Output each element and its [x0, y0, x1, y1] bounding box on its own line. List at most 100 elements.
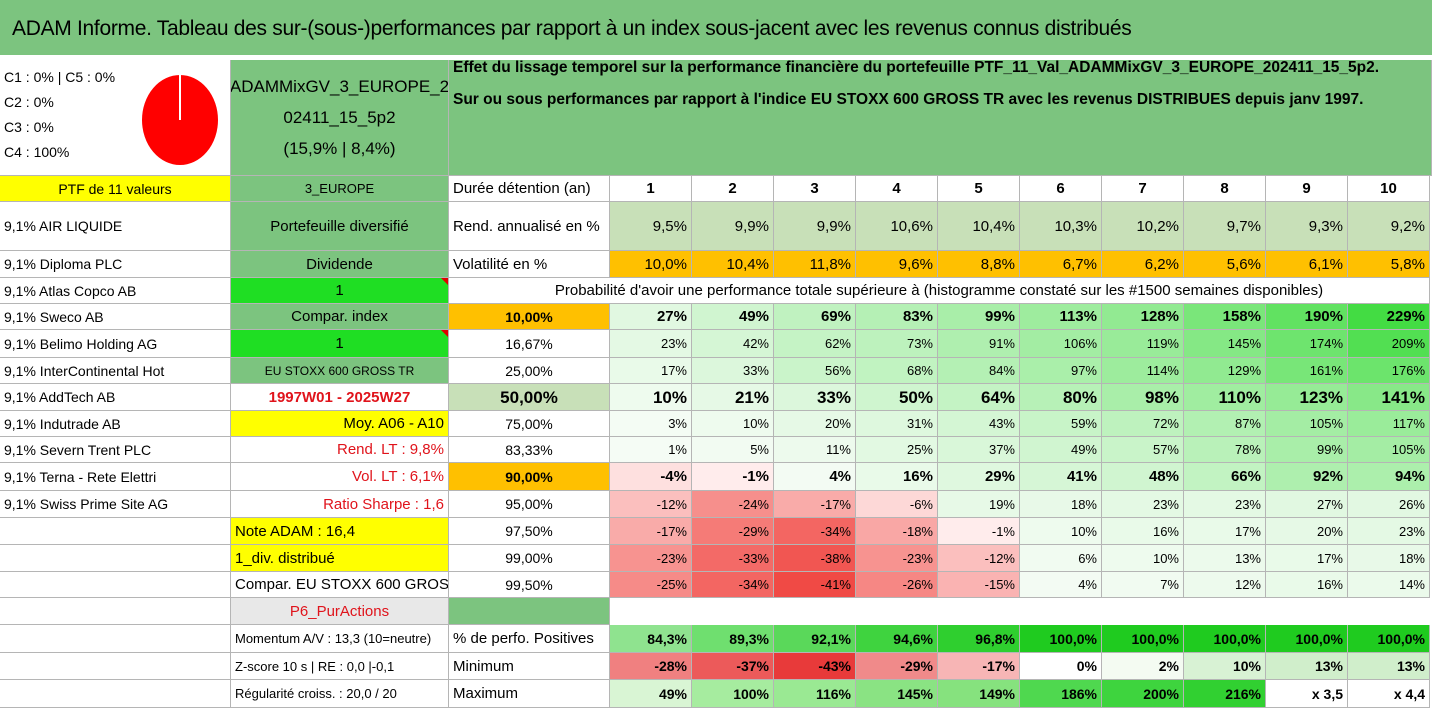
probability-value[interactable]: 117% [1348, 411, 1430, 437]
prob-header[interactable]: Probabilité d'avoir une performance tota… [449, 278, 1430, 304]
holding-row[interactable]: 9,1% Severn Trent PLC [0, 437, 231, 463]
probability-value[interactable]: -17% [610, 518, 692, 545]
stat-value[interactable]: 49% [610, 680, 692, 708]
stat-value[interactable]: 2% [1102, 653, 1184, 680]
probability-level[interactable]: 50,00% [449, 384, 610, 411]
mid-column-cell[interactable]: Moy. A06 - A10 [231, 411, 449, 437]
stat-value[interactable]: -29% [856, 653, 938, 680]
stat-value[interactable]: x 4,4 [1348, 680, 1430, 708]
mid-column-cell[interactable]: Vol. LT : 6,1% [231, 463, 449, 491]
mid-column-cell[interactable]: Note ADAM : 16,4 [231, 518, 449, 545]
holding-row[interactable]: 9,1% Diploma PLC [0, 251, 231, 278]
mid-column-cell[interactable]: Portefeuille diversifié [231, 202, 449, 251]
vol-value[interactable]: 5,8% [1348, 251, 1430, 278]
mid-column-cell[interactable]: Rend. LT : 9,8% [231, 437, 449, 463]
probability-value[interactable]: 123% [1266, 384, 1348, 411]
probability-value[interactable]: 68% [856, 358, 938, 384]
stat-label[interactable]: Maximum [449, 680, 610, 708]
return-value[interactable]: 9,2% [1348, 202, 1430, 251]
probability-value[interactable]: 18% [1020, 491, 1102, 518]
stat-value[interactable]: 100,0% [1348, 625, 1430, 653]
stat-value[interactable]: 96,8% [938, 625, 1020, 653]
probability-value[interactable]: 78% [1184, 437, 1266, 463]
probability-value[interactable]: 20% [774, 411, 856, 437]
probability-value[interactable]: -25% [610, 572, 692, 598]
probability-value[interactable]: -6% [856, 491, 938, 518]
probability-value[interactable]: 3% [610, 411, 692, 437]
probability-value[interactable]: 12% [1184, 572, 1266, 598]
probability-value[interactable]: 87% [1184, 411, 1266, 437]
probability-value[interactable]: 114% [1102, 358, 1184, 384]
holding-row[interactable]: 9,1% Swiss Prime Site AG [0, 491, 231, 518]
probability-level[interactable]: 97,50% [449, 518, 610, 545]
probability-value[interactable]: 1% [610, 437, 692, 463]
probability-value[interactable]: 73% [856, 330, 938, 358]
description-box[interactable]: Effet du lissage temporel sur la perform… [449, 60, 1432, 176]
probability-value[interactable]: -17% [774, 491, 856, 518]
stat-value[interactable]: x 3,5 [1266, 680, 1348, 708]
vol-value[interactable]: 5,6% [1184, 251, 1266, 278]
probability-value[interactable]: 27% [610, 304, 692, 330]
probability-value[interactable]: 33% [774, 384, 856, 411]
probability-value[interactable]: -4% [610, 463, 692, 491]
stat-value[interactable]: 100,0% [1102, 625, 1184, 653]
holding-row[interactable]: 9,1% InterContinental Hot [0, 358, 231, 384]
vol-value[interactable]: 10,0% [610, 251, 692, 278]
probability-value[interactable]: 56% [774, 358, 856, 384]
stat-value[interactable]: -17% [938, 653, 1020, 680]
probability-value[interactable]: 23% [1184, 491, 1266, 518]
vol-value[interactable]: 11,8% [774, 251, 856, 278]
stat-value[interactable]: 100,0% [1020, 625, 1102, 653]
probability-value[interactable]: 16% [1102, 518, 1184, 545]
stat-value[interactable]: 89,3% [692, 625, 774, 653]
stat-value[interactable]: 94,6% [856, 625, 938, 653]
empty-cell[interactable] [0, 653, 231, 680]
holding-row[interactable]: 9,1% Sweco AB [0, 304, 231, 330]
probability-value[interactable]: -12% [938, 545, 1020, 572]
probability-level[interactable]: 83,33% [449, 437, 610, 463]
probability-value[interactable]: 80% [1020, 384, 1102, 411]
mid-column-cell[interactable]: 1_div. distribué [231, 545, 449, 572]
return-value[interactable]: 10,2% [1102, 202, 1184, 251]
stat-value[interactable]: 92,1% [774, 625, 856, 653]
vol-value[interactable]: 9,6% [856, 251, 938, 278]
stat-label[interactable]: % de perfo. Positives [449, 625, 610, 653]
probability-value[interactable]: 43% [938, 411, 1020, 437]
probability-level[interactable]: 95,00% [449, 491, 610, 518]
probability-value[interactable]: 69% [774, 304, 856, 330]
probability-value[interactable]: 62% [774, 330, 856, 358]
probability-value[interactable]: 5% [692, 437, 774, 463]
probability-value[interactable]: 174% [1266, 330, 1348, 358]
mid-column-cell[interactable]: 1 [231, 330, 449, 358]
probability-value[interactable]: 4% [1020, 572, 1102, 598]
probability-value[interactable]: 50% [856, 384, 938, 411]
probability-value[interactable]: 31% [856, 411, 938, 437]
stat-value[interactable]: -43% [774, 653, 856, 680]
probability-level[interactable]: 90,00% [449, 463, 610, 491]
probability-value[interactable]: 209% [1348, 330, 1430, 358]
probability-value[interactable]: 83% [856, 304, 938, 330]
return-value[interactable]: 9,3% [1266, 202, 1348, 251]
legend-box[interactable]: C1 : 0% | C5 : 0% C2 : 0% C3 : 0% C4 : 100% [0, 60, 231, 176]
probability-value[interactable]: 41% [1020, 463, 1102, 491]
probability-value[interactable]: 19% [938, 491, 1020, 518]
empty-cell[interactable] [449, 598, 610, 625]
probability-value[interactable]: 161% [1266, 358, 1348, 384]
probability-value[interactable]: 10% [610, 384, 692, 411]
probability-value[interactable]: -1% [938, 518, 1020, 545]
stat-value[interactable]: 100,0% [1266, 625, 1348, 653]
stat-value[interactable]: 200% [1102, 680, 1184, 708]
probability-value[interactable]: -12% [610, 491, 692, 518]
probability-value[interactable]: 91% [938, 330, 1020, 358]
probability-value[interactable]: 33% [692, 358, 774, 384]
year-header[interactable]: 10 [1348, 176, 1430, 202]
probability-value[interactable]: 72% [1102, 411, 1184, 437]
holding-row[interactable]: 9,1% Terna - Rete Elettri [0, 463, 231, 491]
mid-column-cell[interactable]: 1 [231, 278, 449, 304]
probability-level[interactable]: 25,00% [449, 358, 610, 384]
probability-value[interactable]: 4% [774, 463, 856, 491]
year-header[interactable]: 2 [692, 176, 774, 202]
probability-value[interactable]: 7% [1102, 572, 1184, 598]
probability-value[interactable]: 14% [1348, 572, 1430, 598]
probability-value[interactable]: 6% [1020, 545, 1102, 572]
